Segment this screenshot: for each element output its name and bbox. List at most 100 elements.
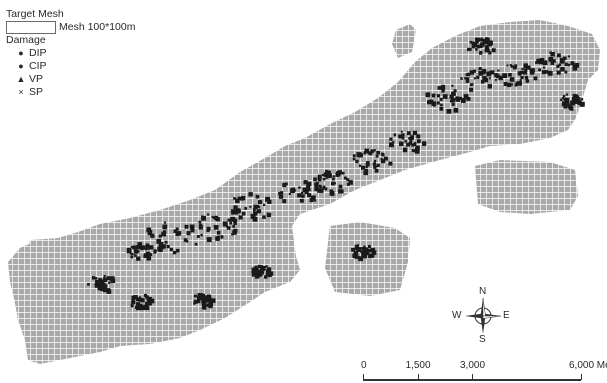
damage-point bbox=[205, 304, 208, 307]
damage-point bbox=[469, 87, 474, 92]
damage-point bbox=[561, 101, 567, 107]
damage-point bbox=[488, 77, 491, 80]
damage-point bbox=[550, 61, 554, 65]
damage-point bbox=[562, 94, 566, 98]
damage-point bbox=[282, 199, 287, 204]
damage-point bbox=[186, 231, 191, 236]
damage-point bbox=[256, 204, 260, 209]
damage-point bbox=[580, 98, 584, 101]
damage-point bbox=[375, 154, 379, 158]
damage-point bbox=[485, 45, 489, 49]
damage-point bbox=[147, 301, 152, 306]
damage-point bbox=[314, 199, 317, 202]
damage-point bbox=[475, 47, 478, 50]
damage-point bbox=[136, 250, 140, 253]
damage-point bbox=[158, 242, 164, 247]
damage-point bbox=[189, 224, 195, 230]
damage-point bbox=[472, 42, 478, 47]
damage-point bbox=[153, 251, 156, 254]
dip-label: DIP bbox=[29, 47, 47, 59]
damage-point bbox=[237, 208, 240, 211]
damage-point bbox=[336, 171, 341, 176]
damage-point bbox=[413, 143, 417, 147]
damage-point bbox=[227, 218, 231, 222]
damage-point bbox=[329, 189, 334, 194]
damage-point bbox=[133, 295, 138, 300]
damage-point bbox=[363, 170, 369, 176]
damage-point bbox=[431, 101, 436, 106]
damage-point bbox=[365, 253, 368, 256]
damage-point bbox=[370, 149, 374, 153]
damage-point bbox=[429, 99, 434, 104]
damage-point bbox=[193, 299, 198, 304]
damage-point bbox=[564, 97, 570, 103]
damage-point bbox=[490, 70, 495, 75]
damage-point bbox=[108, 281, 111, 284]
damage-point bbox=[232, 225, 235, 228]
damage-point bbox=[488, 51, 492, 55]
damage-point bbox=[331, 181, 335, 186]
damage-point bbox=[324, 169, 328, 173]
damage-point bbox=[442, 94, 448, 99]
damage-point bbox=[175, 227, 179, 231]
damage-point bbox=[463, 94, 469, 99]
sp-symbol: × bbox=[18, 87, 24, 97]
damage-point bbox=[327, 170, 331, 174]
damage-point bbox=[259, 273, 263, 277]
damage-point bbox=[99, 282, 105, 288]
damage-point bbox=[560, 98, 563, 101]
damage-point bbox=[482, 76, 487, 81]
damage-point bbox=[261, 271, 265, 275]
damage-point bbox=[488, 40, 493, 46]
damage-point bbox=[190, 227, 194, 230]
damage-point bbox=[414, 141, 417, 144]
damage-point bbox=[498, 75, 503, 81]
damage-point bbox=[392, 141, 395, 143]
damage-point bbox=[211, 215, 214, 218]
damage-point bbox=[106, 276, 111, 281]
damage-point bbox=[207, 296, 212, 301]
damage-point bbox=[193, 302, 196, 305]
damage-point bbox=[433, 104, 436, 107]
damage-point bbox=[437, 86, 442, 90]
damage-point bbox=[579, 101, 585, 107]
damage-point bbox=[235, 208, 241, 214]
damage-point bbox=[560, 66, 565, 72]
compass-w: W bbox=[452, 310, 462, 321]
cip-symbol: ● bbox=[18, 61, 24, 71]
damage-point bbox=[302, 187, 308, 193]
damage-point bbox=[556, 70, 561, 75]
damage-point bbox=[176, 231, 182, 236]
damage-point bbox=[266, 267, 272, 272]
damage-point bbox=[509, 64, 513, 67]
damage-point bbox=[143, 254, 147, 259]
damage-point bbox=[145, 248, 148, 251]
damage-point bbox=[414, 148, 420, 154]
damage-point bbox=[565, 93, 568, 96]
damage-point bbox=[206, 237, 212, 243]
damage-point bbox=[158, 234, 162, 238]
damage-point bbox=[316, 181, 319, 185]
damage-point bbox=[358, 256, 363, 262]
damage-point bbox=[207, 303, 211, 307]
damage-point bbox=[266, 273, 270, 277]
damage-point bbox=[129, 252, 132, 255]
damage-point bbox=[513, 66, 517, 69]
damage-point bbox=[306, 184, 311, 189]
damage-point bbox=[232, 230, 237, 235]
damage-point bbox=[204, 296, 209, 302]
damage-point bbox=[147, 229, 153, 235]
damage-point bbox=[338, 184, 343, 189]
damage-point bbox=[570, 100, 575, 106]
damage-point bbox=[564, 62, 568, 67]
damage-point bbox=[359, 153, 363, 157]
damage-point bbox=[216, 230, 221, 235]
damage-point bbox=[549, 51, 552, 54]
damage-point bbox=[523, 70, 528, 75]
damage-point bbox=[104, 288, 108, 291]
damage-point bbox=[538, 68, 541, 72]
damage-point bbox=[548, 57, 554, 62]
damage-point bbox=[207, 294, 212, 299]
damage-point bbox=[139, 242, 143, 246]
damage-point bbox=[169, 247, 173, 251]
